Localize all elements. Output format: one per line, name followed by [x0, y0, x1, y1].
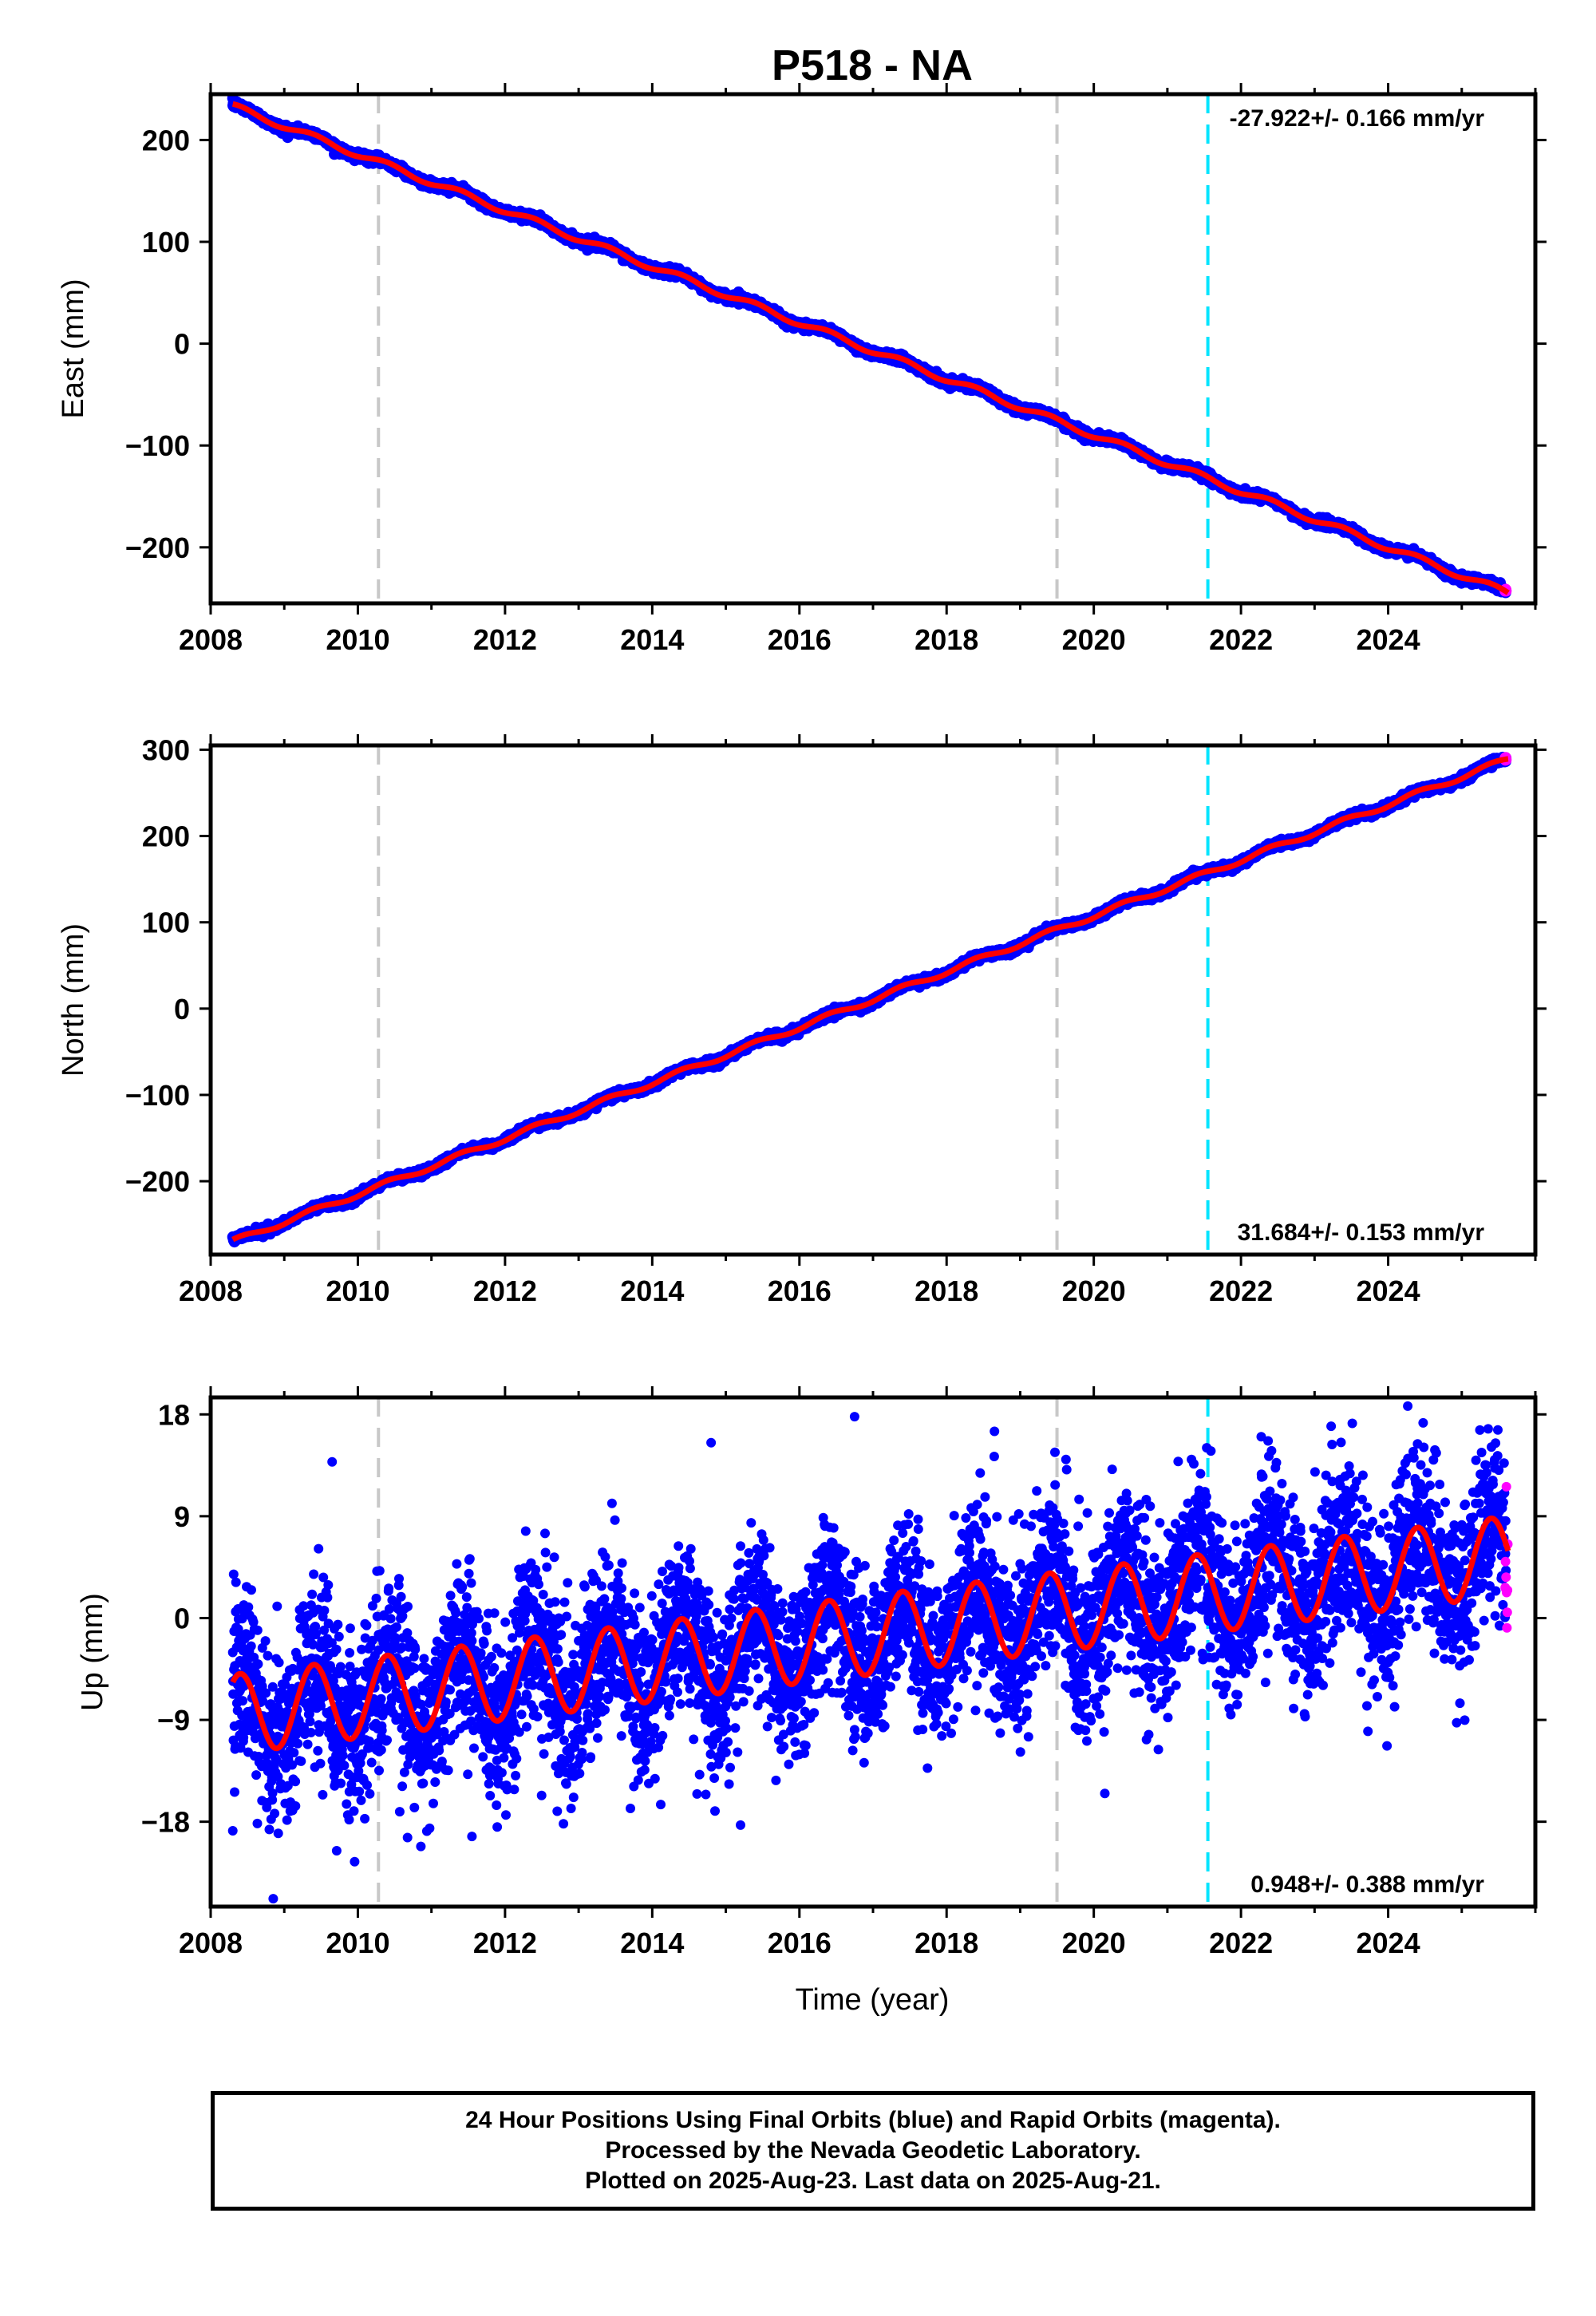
east-panel: 2008 2010 2012 2014 2016 2018 2020 2022 2024 −200… [57, 83, 1547, 656]
east-x-tick-label: 2020 [1062, 623, 1126, 656]
east-y-tick-label: −200 [125, 532, 190, 564]
chart-title: P518 - NA [772, 41, 973, 89]
east-x-tick-label: 2022 [1209, 623, 1273, 656]
east-y-axis-label: East (mm) [57, 279, 90, 418]
figure: P518 - NA 2008 2010 2012 2014 2016 2018 2020 20… [57, 41, 1547, 2017]
north-plot-area [227, 745, 1512, 1255]
east-y-tick-label: 0 [174, 328, 190, 361]
east-x-tick-label: 2010 [326, 623, 389, 656]
east-x-tick-label: 2024 [1357, 623, 1420, 656]
east-y-tick-label: −100 [125, 429, 190, 462]
east-rate-label: -27.922+/- 0.166 mm/yr [1230, 105, 1485, 132]
east-y-tick-label: 200 [142, 124, 190, 156]
east-x-tick-label: 2008 [179, 623, 243, 656]
north-panel: 2008 2010 2012 2014 2016 2018 2020 2022 2024−200… [57, 733, 1547, 1307]
east-x-tick-label: 2012 [473, 623, 537, 656]
east-x-tick-label: 2014 [620, 623, 684, 656]
east-plot-area [227, 94, 1512, 603]
east-y-tick-label: 100 [142, 226, 190, 259]
east-x-tick-label: 2018 [915, 623, 978, 656]
east-x-tick-label: 2016 [768, 623, 832, 656]
